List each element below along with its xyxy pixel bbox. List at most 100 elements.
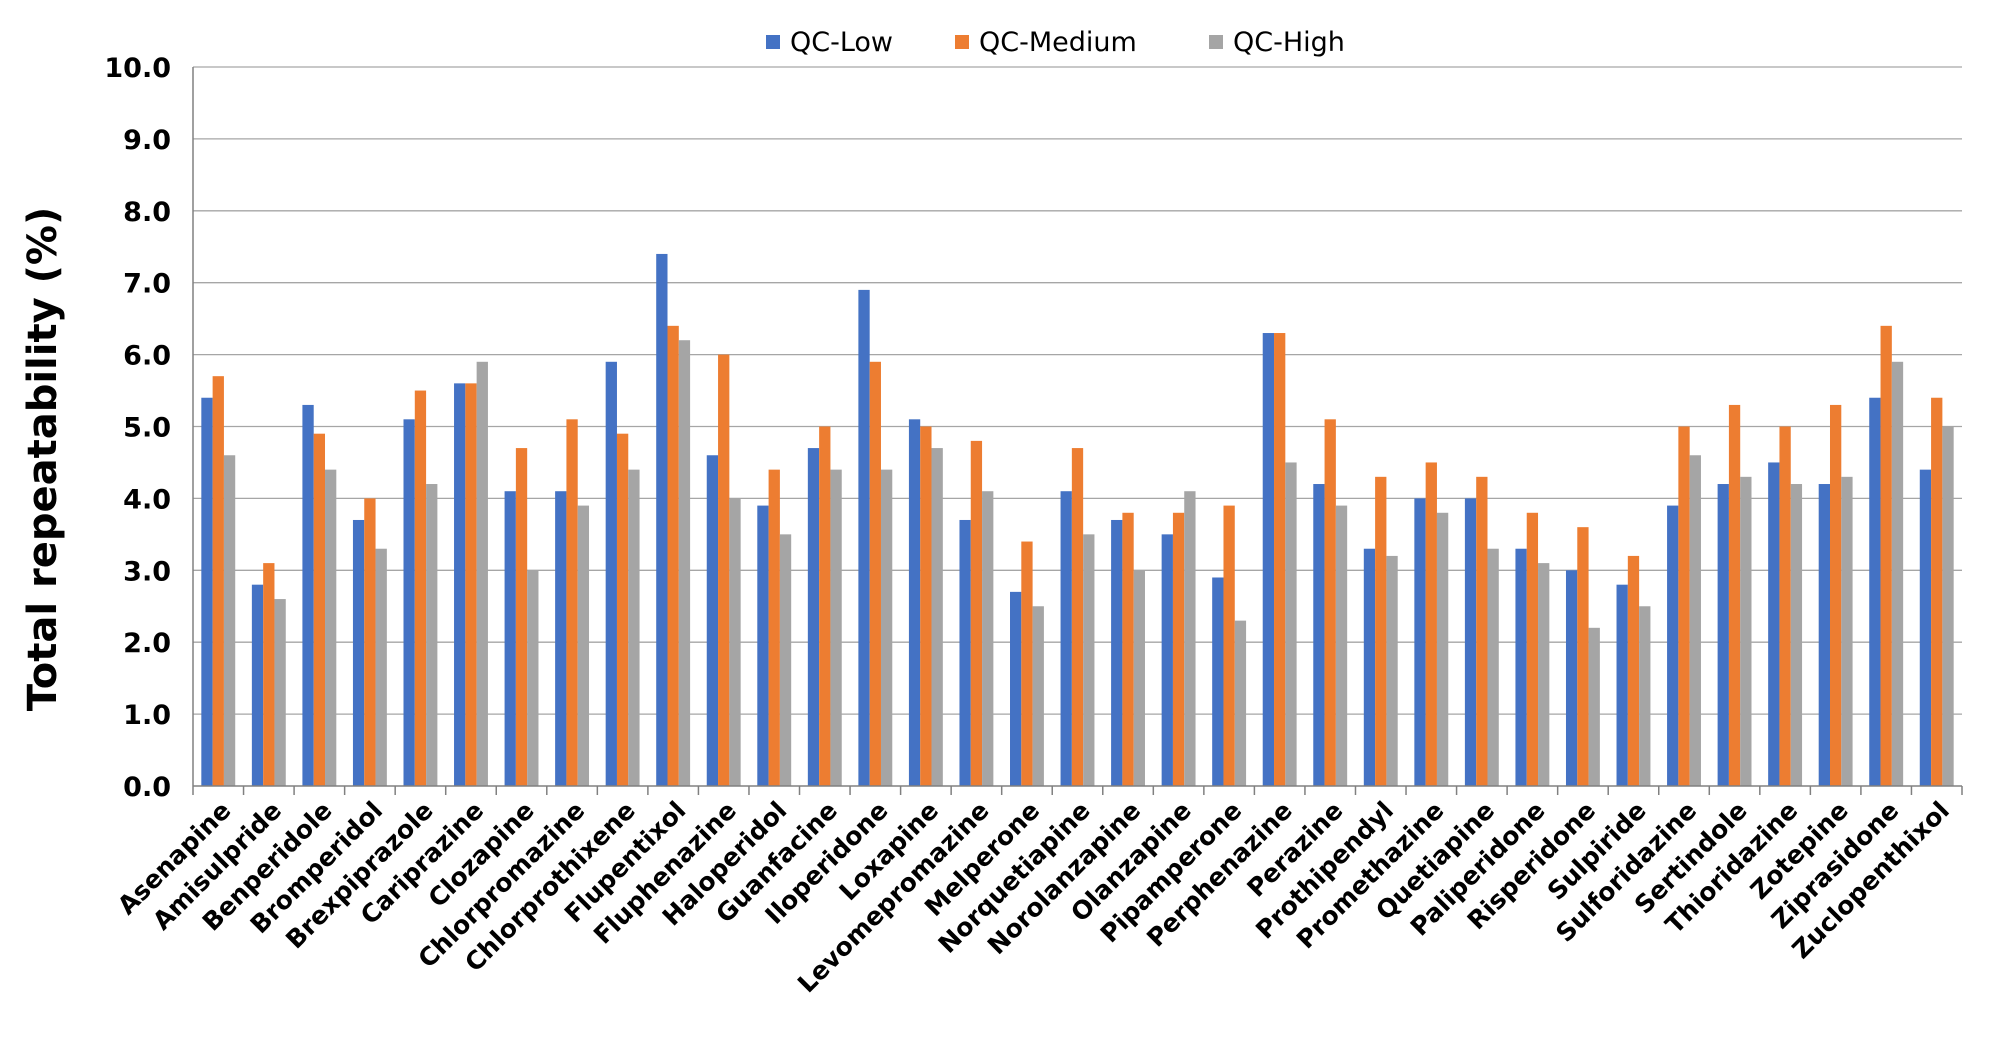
bar-qc-medium-paliperidone [1526, 512, 1539, 786]
bar-qc-low-zuclopenthixol [1919, 469, 1932, 786]
bar-qc-medium-quetiapine [1476, 476, 1488, 786]
y-tick-label: 10.0 [104, 53, 171, 84]
bar-qc-high-chlorprothixene [628, 469, 640, 786]
bar-qc-high-brexpiprazole [426, 484, 438, 786]
bar-qc-low-bromperidol [352, 519, 365, 786]
bar-qc-high-perphenazine [1285, 462, 1297, 786]
y-tick-label: 6.0 [123, 341, 171, 372]
bar-qc-medium-flupentixol [667, 325, 679, 786]
y-tick-label: 1.0 [123, 700, 171, 731]
bar-qc-low-loxapine [908, 419, 921, 786]
bar-qc-medium-sertindole [1728, 404, 1741, 786]
bar-qc-low-ziprasidone [1869, 397, 1881, 786]
bar-qc-high-levomepromazine [982, 491, 994, 786]
bar-qc-low-pipamperone [1212, 577, 1224, 786]
bar-qc-low-quetiapine [1464, 498, 1477, 786]
bar-qc-medium-perphenazine [1274, 333, 1286, 786]
bar-qc-low-olanzapine [1161, 534, 1173, 786]
bar-qc-high-risperidone [1588, 627, 1600, 786]
legend-swatch-qc-medium [955, 35, 969, 49]
bar-qc-low-thioridazine [1768, 462, 1780, 786]
bar-qc-low-perphenazine [1262, 333, 1275, 786]
bar-qc-medium-fluphenazine [718, 354, 730, 786]
bar-qc-low-cariprazine [454, 383, 466, 786]
bar-qc-medium-guanfacine [819, 426, 831, 786]
bar-qc-medium-brexpiprazole [414, 390, 427, 786]
bar-qc-high-sulforidazine [1689, 455, 1701, 786]
y-axis-title: Total repeatability (%) [20, 207, 66, 711]
bar-qc-low-amisulpride [251, 584, 264, 786]
bar-qc-high-perazine [1335, 505, 1348, 786]
bar-qc-medium-perazine [1324, 419, 1336, 786]
bar-qc-high-clozapine [527, 570, 539, 786]
bar-qc-medium-norquetiapine [1071, 448, 1084, 786]
bar-qc-high-guanfacine [830, 469, 842, 786]
bar-qc-low-levomepromazine [959, 519, 971, 786]
bar-qc-medium-benperidole [313, 433, 326, 786]
bar-qc-low-promethazine [1414, 498, 1426, 786]
bar-qc-medium-pipamperone [1223, 505, 1235, 786]
y-tick-label: 7.0 [123, 269, 171, 300]
bar-qc-low-sertindole [1717, 484, 1729, 786]
bar-qc-low-melperone [1010, 591, 1022, 786]
bar-qc-high-asenapine [223, 455, 236, 786]
bar-qc-high-benperidole [325, 469, 337, 786]
bar-qc-medium-zuclopenthixol [1931, 397, 1943, 786]
bar-qc-medium-sulforidazine [1678, 426, 1690, 786]
bar-qc-medium-prothipendyl [1375, 476, 1387, 786]
bar-qc-medium-loxapine [920, 426, 932, 786]
y-tick-label: 2.0 [123, 628, 171, 659]
bar-qc-high-iloperidone [880, 469, 893, 786]
bar-qc-low-haloperidol [757, 505, 769, 786]
bar-qc-high-zuclopenthixol [1942, 426, 1954, 786]
bar-qc-low-prothipendyl [1363, 548, 1376, 786]
bar-qc-medium-bromperidol [364, 498, 376, 786]
bar-qc-low-sulforidazine [1667, 505, 1679, 786]
bar-qc-low-chlorpromazine [555, 491, 567, 786]
y-tick-label: 8.0 [123, 197, 171, 228]
bar-qc-high-flupentixol [678, 340, 691, 786]
bar-qc-low-asenapine [201, 397, 213, 786]
y-tick-label: 0.0 [123, 772, 171, 803]
bar-qc-high-amisulpride [274, 599, 286, 786]
bar-qc-medium-amisulpride [263, 563, 275, 786]
x-tick-labels: AsenapineAmisulprideBenperidoleBromperid… [112, 796, 1955, 999]
bar-qc-high-quetiapine [1487, 548, 1499, 786]
bar-qc-high-norolanzapine [1133, 570, 1145, 786]
bar-qc-high-norquetiapine [1083, 534, 1095, 786]
bar-qc-low-guanfacine [807, 448, 820, 786]
y-tick-label: 9.0 [123, 125, 171, 156]
bar-qc-low-chlorprothixene [605, 361, 617, 786]
bar-qc-medium-asenapine [212, 376, 224, 786]
y-tick-label: 4.0 [123, 484, 171, 515]
bar-qc-medium-ziprasidone [1880, 325, 1892, 786]
legend-swatch-qc-high [1209, 35, 1223, 49]
bar-qc-low-paliperidone [1515, 548, 1527, 786]
bar-qc-high-ziprasidone [1891, 361, 1904, 786]
bar-qc-high-fluphenazine [729, 498, 741, 786]
bar-qc-low-sulpiride [1616, 584, 1628, 786]
bar-qc-low-norquetiapine [1060, 491, 1072, 786]
bar-qc-high-melperone [1032, 606, 1044, 786]
bar-qc-medium-thioridazine [1779, 426, 1791, 786]
legend-label-qc-low: QC-Low [790, 27, 893, 58]
bar-qc-medium-levomepromazine [970, 440, 983, 786]
bar-qc-medium-cariprazine [465, 383, 477, 786]
bar-qc-low-norolanzapine [1111, 519, 1123, 786]
bar-qc-medium-haloperidol [768, 469, 780, 786]
bar-qc-low-brexpiprazole [403, 419, 415, 786]
bar-qc-high-promethazine [1436, 512, 1449, 786]
bar-qc-high-pipamperone [1234, 620, 1247, 786]
bar-qc-low-risperidone [1565, 570, 1578, 786]
legend-swatch-qc-low [766, 35, 780, 49]
y-tick-label: 5.0 [123, 413, 171, 444]
bar-qc-low-zotepine [1818, 484, 1830, 786]
y-tick-label: 3.0 [123, 556, 171, 587]
bar-qc-medium-chlorpromazine [566, 419, 578, 786]
bar-qc-high-olanzapine [1184, 491, 1196, 786]
bar-qc-low-iloperidone [858, 289, 870, 786]
bar-qc-high-sertindole [1740, 476, 1752, 786]
legend: QC-Low QC-Medium QC-High [766, 27, 1345, 58]
